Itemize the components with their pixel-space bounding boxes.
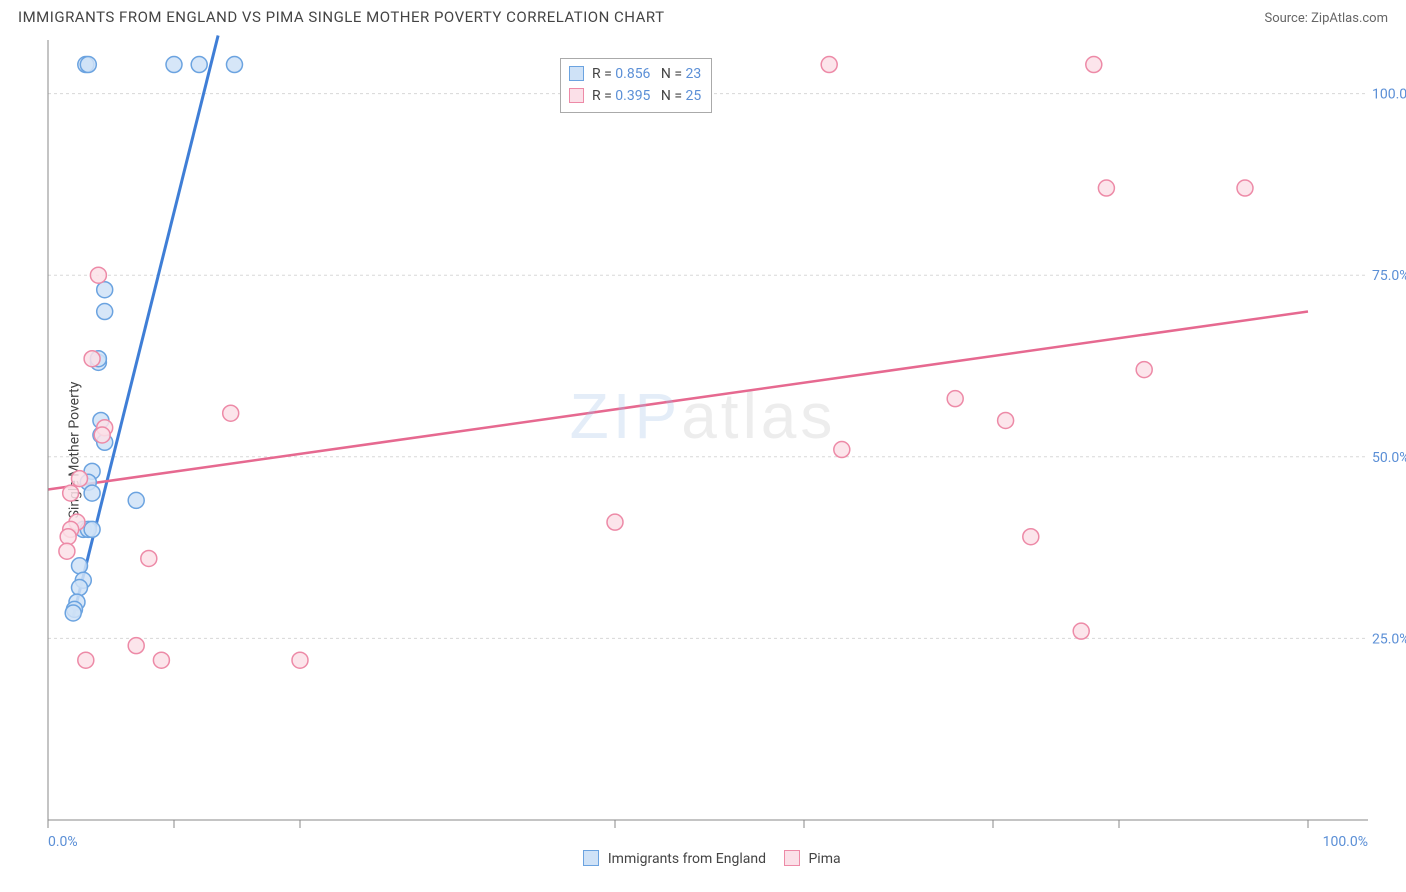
legend-swatch-pima [784, 850, 800, 866]
title-bar: IMMIGRANTS FROM ENGLAND VS PIMA SINGLE M… [0, 0, 1406, 30]
svg-text:25.0%: 25.0% [1372, 631, 1406, 647]
chart-title: IMMIGRANTS FROM ENGLAND VS PIMA SINGLE M… [18, 8, 665, 26]
legend-label-pima: Pima [805, 851, 841, 867]
legend-swatch-england [583, 850, 599, 866]
chart-area: Single Mother Poverty 25.0%50.0%75.0%100… [0, 30, 1406, 870]
legend-row-england: R = 0.856 N = 23 [569, 63, 701, 85]
svg-text:100.0%: 100.0% [1372, 87, 1406, 103]
series-legend: Immigrants from England Pima [0, 850, 1406, 870]
svg-text:50.0%: 50.0% [1372, 450, 1406, 466]
source-label: Source: ZipAtlas.com [1264, 11, 1388, 26]
svg-text:75.0%: 75.0% [1372, 268, 1406, 284]
svg-text:0.0%: 0.0% [48, 834, 78, 850]
legend-row-pima: R = 0.395 N = 25 [569, 85, 701, 107]
correlation-legend: R = 0.856 N = 23R = 0.395 N = 25 [560, 58, 712, 113]
svg-text:100.0%: 100.0% [1323, 834, 1368, 850]
legend-label-england: Immigrants from England [604, 851, 766, 867]
scatter-plot: 25.0% 50.0% 75.0% 100.0% 0.0% 100.0% [0, 30, 1406, 870]
